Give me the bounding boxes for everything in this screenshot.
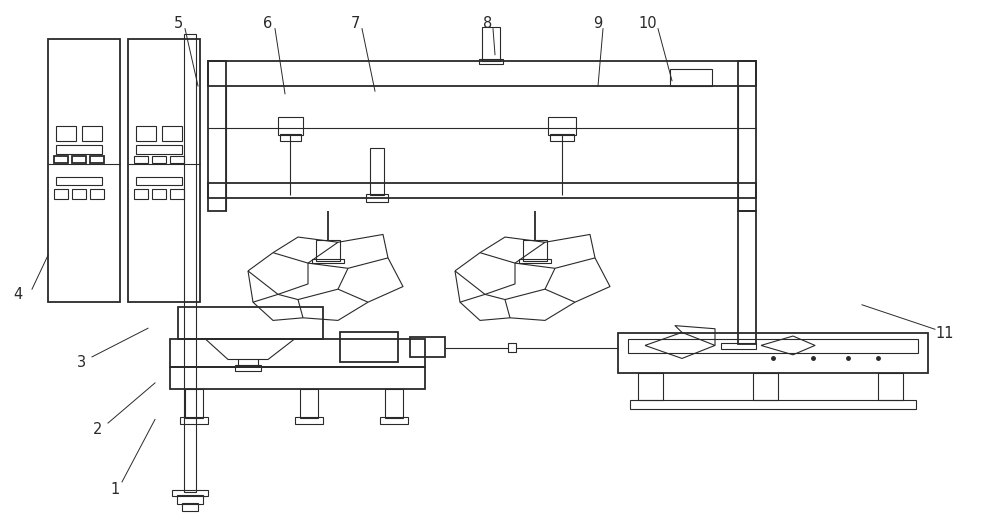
Bar xyxy=(235,365,261,371)
Bar xyxy=(180,417,208,424)
Bar xyxy=(479,59,503,64)
Text: 8: 8 xyxy=(483,16,493,31)
Bar xyxy=(172,490,208,496)
Bar xyxy=(72,156,86,163)
Bar xyxy=(134,156,148,163)
Bar xyxy=(410,337,445,357)
Text: 7: 7 xyxy=(350,16,360,31)
Bar xyxy=(170,156,184,163)
Text: 2: 2 xyxy=(93,423,103,437)
Bar xyxy=(878,373,903,400)
Bar xyxy=(370,148,384,195)
Text: 4: 4 xyxy=(13,287,23,302)
Bar xyxy=(550,134,574,141)
Bar xyxy=(128,39,200,302)
Bar xyxy=(177,495,203,504)
Bar xyxy=(162,126,182,141)
Bar xyxy=(185,389,203,418)
Text: 6: 6 xyxy=(263,16,273,31)
Bar xyxy=(670,69,712,86)
Bar xyxy=(295,417,323,424)
Text: 9: 9 xyxy=(593,16,603,31)
Bar xyxy=(738,211,756,344)
Bar xyxy=(738,61,756,211)
Bar xyxy=(170,339,425,367)
Bar xyxy=(548,117,576,135)
Bar xyxy=(316,240,340,260)
Bar xyxy=(300,389,318,418)
Bar xyxy=(54,156,68,163)
Bar xyxy=(56,145,102,154)
Bar xyxy=(380,417,408,424)
Bar xyxy=(312,259,344,263)
Bar xyxy=(208,61,756,86)
Text: 10: 10 xyxy=(639,16,657,31)
Bar xyxy=(721,343,756,349)
Bar xyxy=(48,39,120,302)
Bar xyxy=(72,189,86,199)
Bar xyxy=(56,126,76,141)
Bar xyxy=(278,117,303,135)
Bar xyxy=(519,259,551,263)
Text: 11: 11 xyxy=(936,326,954,341)
Bar xyxy=(523,240,547,260)
Bar xyxy=(208,183,756,198)
Bar xyxy=(170,189,184,199)
Bar xyxy=(482,27,500,61)
Bar xyxy=(178,307,323,339)
Text: 5: 5 xyxy=(173,16,183,31)
Bar xyxy=(753,373,778,400)
Bar xyxy=(280,134,301,141)
Text: 3: 3 xyxy=(77,355,87,369)
Bar xyxy=(184,34,196,492)
Bar xyxy=(136,145,182,154)
Bar xyxy=(366,194,388,202)
Bar xyxy=(136,126,156,141)
Bar xyxy=(638,373,663,400)
Bar xyxy=(54,189,68,199)
Bar xyxy=(170,367,425,389)
Bar xyxy=(56,177,102,185)
Bar xyxy=(90,189,104,199)
Bar xyxy=(630,400,916,409)
Bar xyxy=(208,61,226,211)
Bar xyxy=(152,189,166,199)
Bar xyxy=(82,126,102,141)
Bar xyxy=(508,343,516,352)
Text: 1: 1 xyxy=(110,482,120,497)
Bar xyxy=(182,503,198,511)
Bar xyxy=(385,389,403,418)
Bar xyxy=(152,156,166,163)
Bar xyxy=(340,332,398,362)
Bar xyxy=(618,333,928,373)
Bar xyxy=(90,156,104,163)
Bar xyxy=(136,177,182,185)
Bar xyxy=(134,189,148,199)
Bar xyxy=(628,339,918,353)
